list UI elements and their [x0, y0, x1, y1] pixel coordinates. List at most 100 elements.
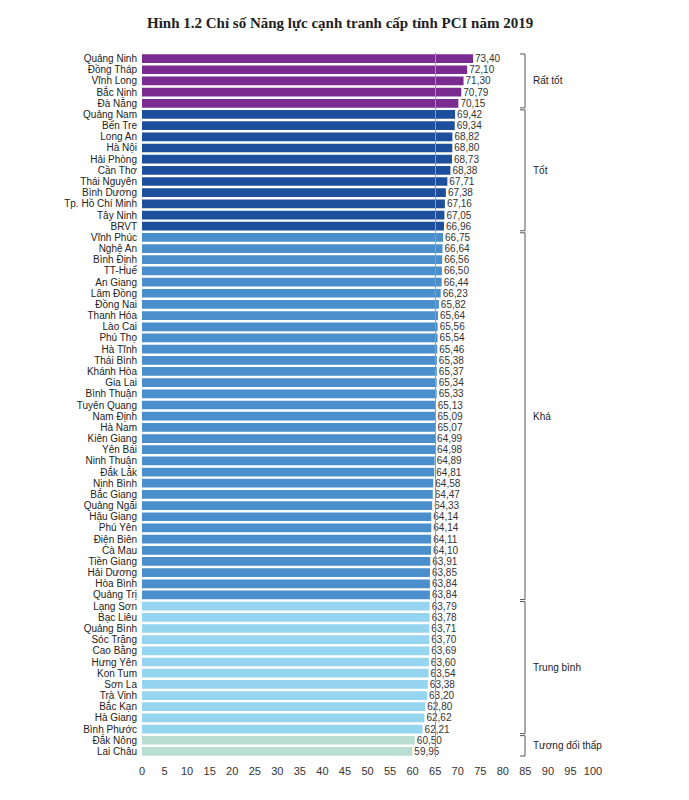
- svg-text:Lạng Sơn: Lạng Sơn: [93, 601, 137, 612]
- svg-text:Đắk Lắk: Đắk Lắk: [100, 466, 138, 478]
- svg-text:Đà Nẵng: Đà Nẵng: [98, 97, 137, 109]
- svg-text:Trà Vinh: Trà Vinh: [100, 690, 137, 701]
- svg-text:Ninh Thuận: Ninh Thuận: [85, 455, 137, 466]
- svg-text:63,54: 63,54: [431, 668, 456, 679]
- svg-text:64,33: 64,33: [434, 500, 459, 511]
- svg-text:An Giang: An Giang: [95, 277, 137, 288]
- svg-text:Sóc Trăng: Sóc Trăng: [91, 634, 137, 645]
- svg-text:Quảng Nam: Quảng Nam: [83, 109, 137, 120]
- svg-text:65,82: 65,82: [441, 299, 466, 310]
- svg-text:80: 80: [497, 765, 509, 777]
- svg-text:Quảng Bình: Quảng Bình: [84, 623, 137, 634]
- svg-text:Tây Ninh: Tây Ninh: [97, 210, 137, 221]
- svg-text:66,56: 66,56: [444, 254, 469, 265]
- svg-text:100: 100: [584, 765, 602, 777]
- svg-text:68,38: 68,38: [452, 165, 477, 176]
- svg-text:65: 65: [429, 765, 441, 777]
- svg-text:64,89: 64,89: [437, 455, 462, 466]
- svg-text:69,34: 69,34: [457, 120, 482, 131]
- svg-text:70,15: 70,15: [460, 98, 485, 109]
- svg-text:95: 95: [564, 765, 576, 777]
- svg-text:Bắc Giang: Bắc Giang: [90, 488, 137, 500]
- svg-text:Hải Phòng: Hải Phòng: [90, 154, 137, 165]
- svg-text:60: 60: [406, 765, 418, 777]
- svg-text:Hòa Bình: Hòa Bình: [95, 578, 137, 589]
- svg-text:Bến Tre: Bến Tre: [102, 120, 137, 131]
- svg-text:Hải Dương: Hải Dương: [88, 567, 137, 578]
- svg-text:Bình Dương: Bình Dương: [82, 187, 137, 198]
- svg-text:Thanh Hóa: Thanh Hóa: [88, 310, 138, 321]
- svg-text:Hà Nội: Hà Nội: [106, 142, 137, 153]
- svg-text:64,99: 64,99: [437, 433, 462, 444]
- svg-text:68,80: 68,80: [454, 142, 479, 153]
- svg-text:10: 10: [181, 765, 193, 777]
- svg-text:Vĩnh Phúc: Vĩnh Phúc: [91, 232, 137, 243]
- svg-text:66,96: 66,96: [446, 221, 471, 232]
- svg-text:Quảng Ngãi: Quảng Ngãi: [84, 500, 137, 511]
- svg-text:50: 50: [361, 765, 373, 777]
- svg-text:Thái Nguyên: Thái Nguyên: [80, 176, 137, 187]
- svg-text:66,50: 66,50: [444, 265, 469, 276]
- svg-text:Tuyên Quang: Tuyên Quang: [77, 400, 137, 411]
- svg-text:Đồng Tháp: Đồng Tháp: [88, 64, 138, 75]
- svg-text:64,81: 64,81: [436, 467, 461, 478]
- svg-text:Khánh Hòa: Khánh Hòa: [87, 366, 137, 377]
- svg-text:Rất tốt: Rất tốt: [533, 75, 563, 86]
- svg-text:Cao Bằng: Cao Bằng: [93, 644, 137, 656]
- svg-text:Hưng Yên: Hưng Yên: [92, 657, 137, 668]
- svg-text:Hà Giang: Hà Giang: [95, 712, 137, 723]
- svg-text:63,91: 63,91: [432, 556, 457, 567]
- svg-text:25: 25: [249, 765, 261, 777]
- svg-text:Trung bình: Trung bình: [533, 662, 581, 673]
- svg-text:Phú Yên: Phú Yên: [99, 522, 137, 533]
- svg-text:Nghệ An: Nghệ An: [99, 243, 137, 254]
- svg-text:Tốt: Tốt: [533, 165, 548, 176]
- svg-text:70: 70: [452, 765, 464, 777]
- svg-text:30: 30: [271, 765, 283, 777]
- svg-text:Gia Lai: Gia Lai: [105, 377, 137, 388]
- svg-text:73,40: 73,40: [475, 53, 500, 64]
- svg-text:Đắk Nông: Đắk Nông: [93, 734, 137, 746]
- svg-text:85: 85: [519, 765, 531, 777]
- svg-text:68,73: 68,73: [454, 154, 479, 165]
- svg-text:Khá: Khá: [533, 411, 551, 422]
- svg-text:Vĩnh Long: Vĩnh Long: [91, 75, 137, 86]
- svg-text:66,23: 66,23: [443, 288, 468, 299]
- svg-text:55: 55: [384, 765, 396, 777]
- svg-text:65,09: 65,09: [438, 411, 463, 422]
- svg-text:72,10: 72,10: [469, 64, 494, 75]
- svg-text:64,14: 64,14: [433, 522, 458, 533]
- svg-text:Bạc Liêu: Bạc Liêu: [98, 612, 137, 623]
- svg-text:65,33: 65,33: [439, 388, 464, 399]
- svg-text:Bình Phước: Bình Phước: [83, 724, 137, 735]
- svg-text:90: 90: [542, 765, 554, 777]
- svg-text:Điện Biên: Điện Biên: [94, 534, 137, 545]
- svg-text:62,80: 62,80: [427, 701, 452, 712]
- svg-text:Bắc Kạn: Bắc Kạn: [99, 700, 137, 712]
- svg-text:Lai Châu: Lai Châu: [97, 746, 137, 757]
- svg-text:Long An: Long An: [100, 131, 137, 142]
- svg-text:Hà Nam: Hà Nam: [100, 422, 137, 433]
- svg-text:BRVT: BRVT: [111, 221, 138, 232]
- svg-text:66,64: 66,64: [445, 243, 470, 254]
- svg-text:75: 75: [474, 765, 486, 777]
- svg-text:65,13: 65,13: [438, 400, 463, 411]
- svg-text:45: 45: [339, 765, 351, 777]
- svg-text:Hình 1.2 Chỉ số Năng lực cạnh: Hình 1.2 Chỉ số Năng lực cạnh tranh cấp …: [147, 15, 533, 31]
- svg-text:62,62: 62,62: [426, 712, 451, 723]
- svg-text:67,38: 67,38: [448, 187, 473, 198]
- svg-text:63,20: 63,20: [429, 690, 454, 701]
- svg-text:65,37: 65,37: [439, 366, 464, 377]
- svg-text:35: 35: [294, 765, 306, 777]
- svg-text:Lâm Đồng: Lâm Đồng: [91, 288, 137, 299]
- svg-text:64,11: 64,11: [433, 534, 458, 545]
- svg-text:64,47: 64,47: [435, 489, 460, 500]
- svg-text:40: 40: [316, 765, 328, 777]
- svg-text:65,07: 65,07: [437, 422, 462, 433]
- svg-text:67,16: 67,16: [447, 198, 472, 209]
- svg-text:Ninh Bình: Ninh Bình: [93, 478, 137, 489]
- svg-text:Nam Định: Nam Định: [93, 411, 137, 422]
- svg-text:Cần Thơ: Cần Thơ: [98, 165, 138, 176]
- svg-text:Kiên Giang: Kiên Giang: [88, 433, 137, 444]
- svg-text:65,54: 65,54: [440, 332, 465, 343]
